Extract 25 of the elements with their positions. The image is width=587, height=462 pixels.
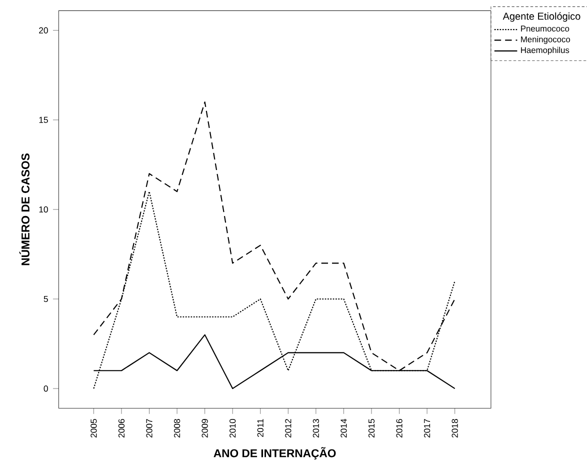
x-tick-label: 2006 xyxy=(118,419,125,438)
legend-label: Pneumococo xyxy=(521,26,570,32)
y-tick-label: 0 xyxy=(44,386,48,392)
x-axis-title: ANO DE INTERNAÇÃO xyxy=(214,447,336,460)
legend-label: Haemophilus xyxy=(521,47,570,55)
y-tick-label: 15 xyxy=(39,117,48,124)
y-tick-label: 10 xyxy=(39,206,48,213)
x-tick-label: 2007 xyxy=(146,419,152,438)
x-tick-label: 2018 xyxy=(452,419,458,438)
x-tick-label: 2015 xyxy=(368,419,375,438)
x-tick-label: 2008 xyxy=(174,419,180,438)
x-tick-label: 2011 xyxy=(257,419,264,438)
x-tick-label: 2014 xyxy=(340,419,347,438)
y-tick-label: 20 xyxy=(39,28,48,34)
x-tick-label: 2010 xyxy=(230,419,236,438)
x-tick-label: 2017 xyxy=(424,419,430,438)
x-tick-label: 2005 xyxy=(90,419,97,438)
y-axis-title: NÚMERO DE CASOS xyxy=(19,154,30,266)
x-tick-label: 2013 xyxy=(312,419,320,438)
x-tick-label: 2009 xyxy=(202,419,208,438)
x-tick-label: 2012 xyxy=(285,419,292,438)
x-tick-label: 2016 xyxy=(396,419,402,438)
y-tick-label: 5 xyxy=(44,296,48,302)
legend-label: Meningococo xyxy=(521,36,570,44)
legend-title: Agente Etiológico xyxy=(502,12,580,22)
